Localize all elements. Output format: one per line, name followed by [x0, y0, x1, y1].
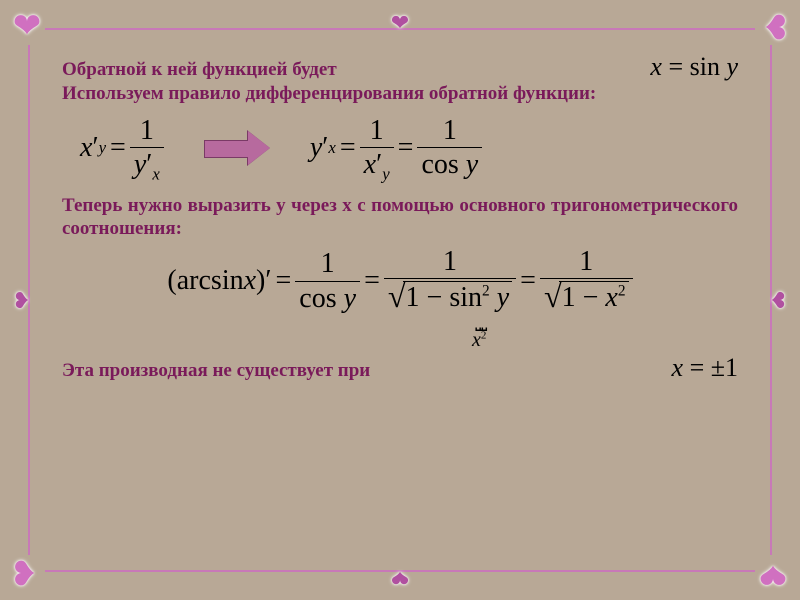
- heart-icon: ❤: [762, 285, 792, 315]
- heart-icon: ❤: [12, 558, 42, 588]
- heart-icon: ❤: [12, 12, 42, 42]
- slide-content: Обратной к ней функцией будет x = sin y …: [62, 52, 738, 383]
- arrow-icon: [202, 131, 272, 165]
- formula-rhs: y′x= 1 x′y = 1 cos y: [310, 116, 482, 180]
- text-rule: Используем правило дифференцирования обр…: [62, 82, 738, 106]
- formula-inverse: x = sin y: [650, 52, 738, 82]
- formula-singular: x = ±1: [672, 353, 738, 383]
- line-last: Эта производная не существует при x = ±1: [62, 353, 738, 383]
- heart-icon: ❤: [8, 285, 38, 315]
- underbrace: ⎵⎵ x2: [472, 313, 486, 347]
- formula-inverse-rule: x′y= 1 y′x y′x= 1 x′y = 1 cos y: [80, 116, 738, 180]
- text-inverse-function: Обратной к ней функцией будет: [62, 58, 337, 82]
- line-1: Обратной к ней функцией будет x = sin y: [62, 52, 738, 82]
- formula-arcsin-derivative: (arcsin x)′ = 1 cos y = 1 √ 1 − sin2 y: [62, 247, 738, 315]
- heart-icon: ❤: [385, 8, 415, 38]
- formula-lhs: x′y= 1 y′x: [80, 116, 164, 180]
- heart-icon: ❤: [385, 562, 415, 592]
- heart-icon: ❤: [758, 558, 788, 588]
- heart-icon: ❤: [758, 12, 788, 42]
- text-express: Теперь нужно выразить y через x с помощь…: [62, 194, 738, 242]
- text-singular: Эта производная не существует при: [62, 359, 370, 383]
